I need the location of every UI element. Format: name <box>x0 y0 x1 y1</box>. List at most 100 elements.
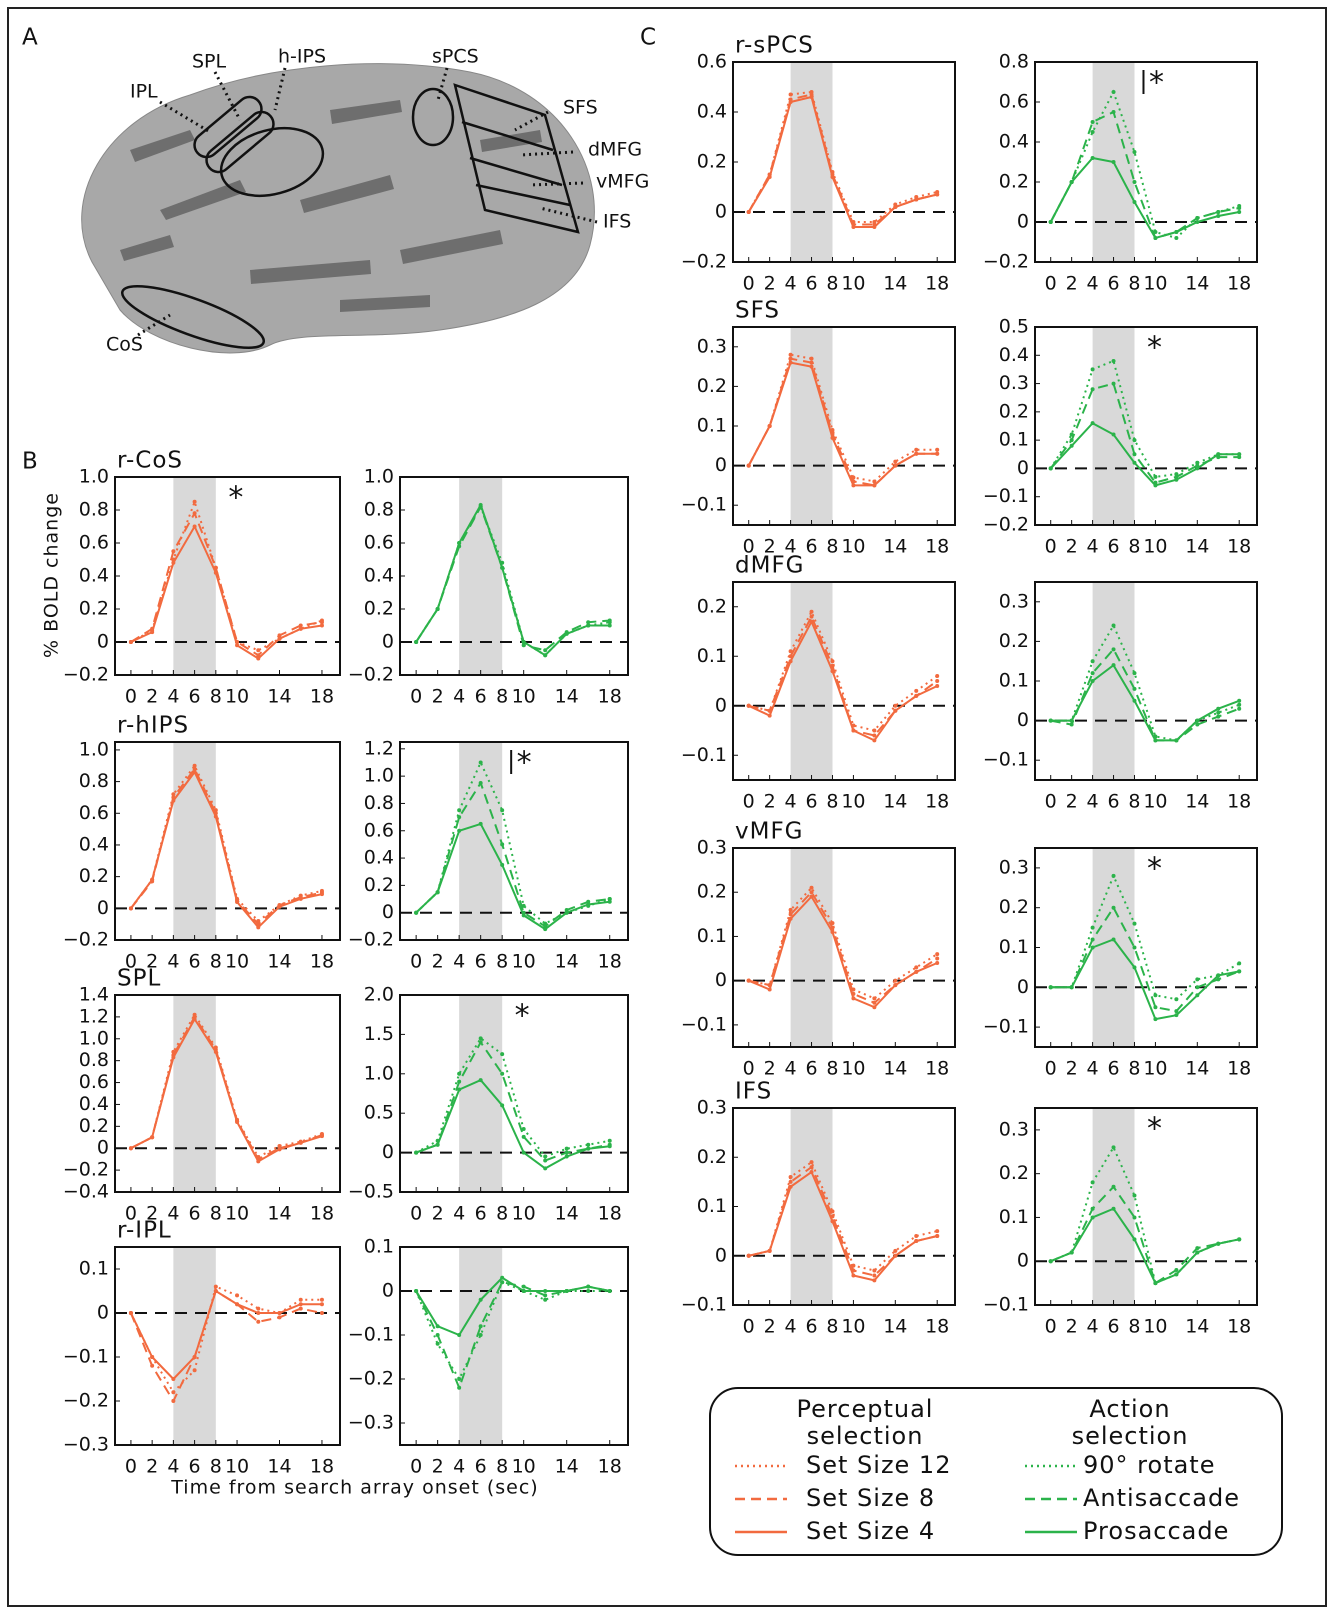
series-point <box>1195 220 1200 224</box>
y-tick-label: −0.1 <box>983 749 1029 771</box>
series-point <box>256 653 261 658</box>
series-point <box>1090 659 1095 664</box>
shade <box>173 995 216 1192</box>
plot-frame <box>1034 1107 1258 1306</box>
x-tick-label: 0 <box>410 686 422 708</box>
x-tick-label: 4 <box>1087 791 1099 813</box>
y-tick-label: 0.6 <box>79 532 109 554</box>
series-line <box>415 760 611 925</box>
series-point <box>1132 965 1137 970</box>
series-point <box>319 1134 324 1139</box>
x-tick-label: 0 <box>410 1456 422 1478</box>
x-tick-label: 10 <box>1143 536 1167 558</box>
shade <box>173 477 216 675</box>
x-tick-label: 6 <box>189 686 201 708</box>
legend-label: Set Size 12 <box>806 1451 951 1479</box>
series-point <box>851 996 856 1001</box>
series-point <box>543 1293 548 1298</box>
series-point <box>1174 1009 1179 1014</box>
y-tick-label: 0.3 <box>697 837 727 859</box>
series-point <box>171 1055 176 1060</box>
legend-label: Set Size 8 <box>806 1484 935 1512</box>
series-point <box>319 623 324 628</box>
series-point <box>1132 945 1137 950</box>
y-tick-label: −0.1 <box>681 1013 727 1035</box>
series-point <box>457 1087 462 1092</box>
series-point <box>1174 1013 1179 1018</box>
series-point <box>192 511 197 516</box>
series-point <box>893 1248 898 1253</box>
series-point <box>1048 220 1053 224</box>
series-point <box>1195 1246 1200 1251</box>
series-point <box>171 549 176 554</box>
series-point <box>500 565 505 570</box>
series-point <box>586 1142 591 1147</box>
series-point <box>830 1219 835 1224</box>
series-point <box>872 225 877 229</box>
series-point <box>128 906 133 911</box>
y-tick-label: 0 <box>382 901 394 923</box>
x-tick-label: 6 <box>475 686 487 708</box>
series-point <box>298 1297 303 1302</box>
chart-title: dMFG <box>735 553 805 579</box>
series-point <box>1195 993 1200 998</box>
x-tick-label: 8 <box>826 1058 838 1080</box>
x-tick-label: 8 <box>826 273 838 295</box>
series-point <box>914 451 919 456</box>
series-point <box>809 95 814 99</box>
series-point <box>457 1385 462 1390</box>
series-point <box>500 1275 505 1280</box>
series-line <box>130 763 323 923</box>
series-point <box>1153 1281 1158 1286</box>
series-point <box>192 766 197 771</box>
series-line <box>130 770 323 929</box>
y-tick-label: 0.4 <box>79 833 109 855</box>
x-tick-label: 4 <box>453 951 465 973</box>
series-point <box>1174 1267 1179 1272</box>
series-point <box>809 885 814 890</box>
series-point <box>564 1150 569 1155</box>
series-point <box>1195 722 1200 727</box>
series-point <box>213 1289 218 1293</box>
y-tick-label: −0.1 <box>983 1016 1029 1038</box>
series-point <box>171 560 176 565</box>
chart-title: r-CoS <box>117 448 183 474</box>
x-tick-label: 6 <box>1107 1058 1119 1080</box>
legend-heading: selection <box>1072 1422 1189 1450</box>
x-tick-label: 18 <box>1227 536 1251 558</box>
x-tick-label: 14 <box>267 1456 291 1478</box>
y-tick-label: 0 <box>715 454 727 476</box>
series-point <box>277 633 282 638</box>
x-tick-label: 18 <box>598 686 622 708</box>
series-line <box>130 510 323 657</box>
x-tick-label: 4 <box>785 1058 797 1080</box>
series-point <box>935 952 940 957</box>
series-point <box>235 1293 240 1298</box>
series-point <box>1153 738 1158 743</box>
series-point <box>830 659 835 664</box>
series-point <box>1216 977 1221 982</box>
series-point <box>586 1284 591 1289</box>
series-point <box>830 435 835 440</box>
series-point <box>788 1174 793 1179</box>
series-point <box>478 1036 483 1041</box>
x-tick-label: 8 <box>826 791 838 813</box>
series-point <box>1216 1241 1221 1246</box>
region-label: IPL <box>130 81 158 103</box>
series-point <box>935 192 940 197</box>
series-point <box>521 640 526 644</box>
legend-label: 90° rotate <box>1083 1451 1215 1479</box>
series-point <box>1237 961 1242 966</box>
y-tick-label: 0 <box>97 631 109 653</box>
series-point <box>1111 937 1116 942</box>
series-point <box>457 815 462 820</box>
x-tick-label: 8 <box>210 1456 222 1478</box>
x-tick-label: 6 <box>475 1203 487 1225</box>
series-point <box>543 653 548 658</box>
series-point <box>893 983 898 988</box>
x-tick-label: 2 <box>1066 1316 1078 1338</box>
x-tick-label: 10 <box>225 951 249 973</box>
series-point <box>256 925 261 930</box>
x-tick-label: 18 <box>1227 273 1251 295</box>
